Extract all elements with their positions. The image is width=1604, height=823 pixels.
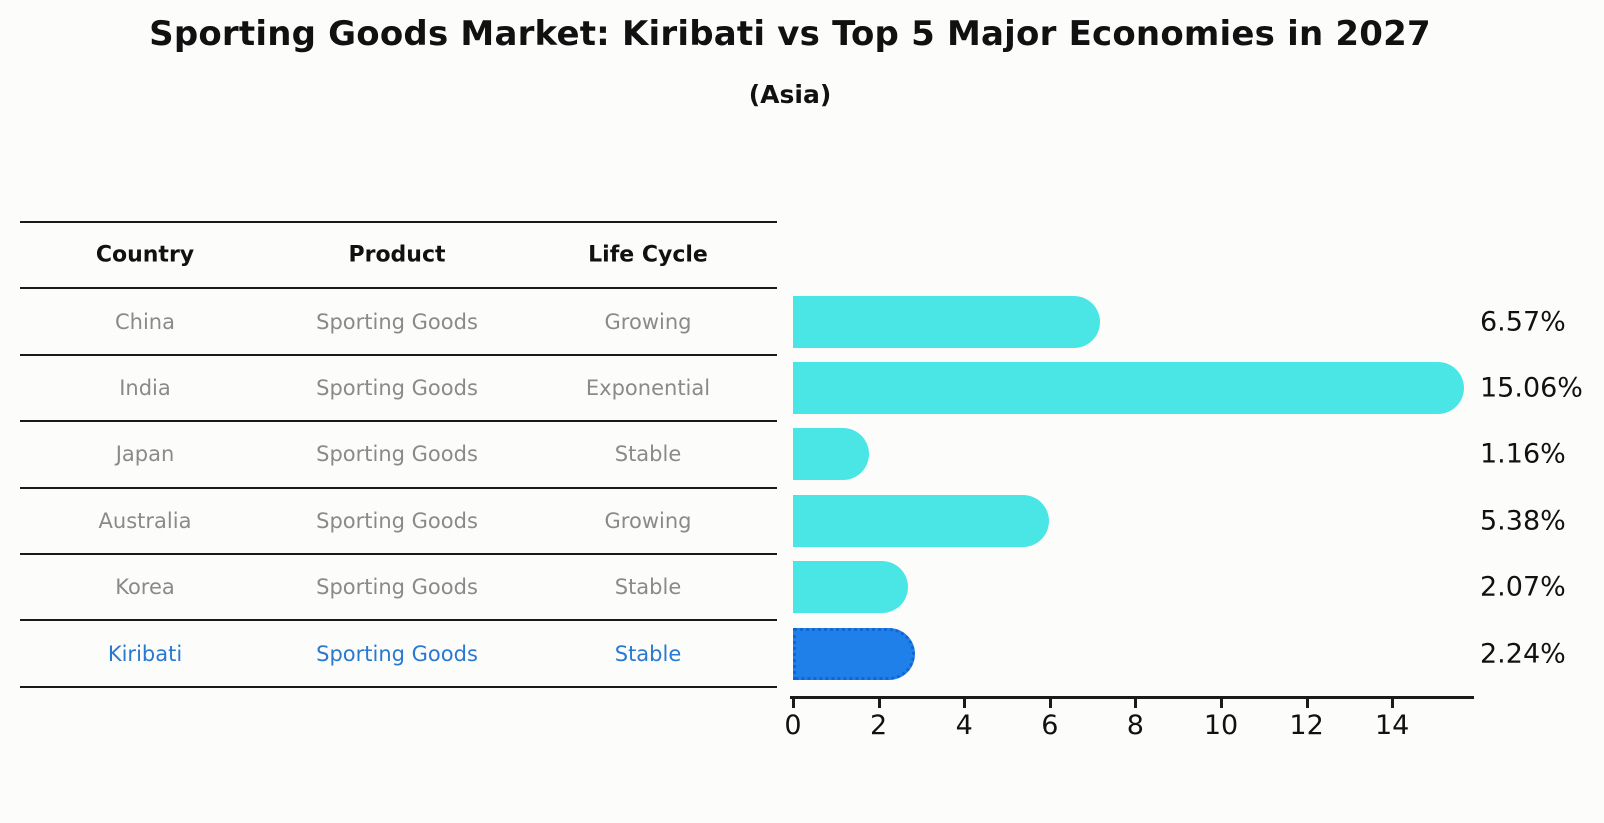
- bar-value-label: 2.24%: [1480, 638, 1566, 670]
- bar-value-label: 5.38%: [1480, 505, 1566, 537]
- table-cell-product: Sporting Goods: [316, 508, 478, 533]
- table-cell-life-cycle: Exponential: [585, 376, 711, 400]
- table-cell-country: Korea: [115, 575, 175, 600]
- table-cell-product: Sporting Goods: [316, 376, 478, 400]
- table-divider-line: [20, 486, 777, 489]
- x-axis-tick-label: 8: [1126, 710, 1144, 741]
- table-cell-country: China: [115, 309, 175, 334]
- x-axis-tick: [1048, 699, 1052, 708]
- table-cell-life-cycle: Growing: [604, 309, 692, 334]
- x-axis-tick: [1220, 699, 1223, 708]
- table-cell-life-cycle: Growing: [604, 508, 692, 533]
- table-cell-country: Japan: [115, 442, 175, 467]
- table-cell-life-cycle: Stable: [614, 641, 682, 666]
- x-axis-tick: [792, 699, 795, 708]
- x-axis-tick: [963, 699, 967, 708]
- table-header-product: Product: [348, 242, 446, 268]
- bar-kiribati-highlighted: [793, 627, 915, 680]
- table-cell-product: Sporting Goods: [316, 442, 478, 467]
- x-axis-tick-label: 12: [1289, 710, 1324, 741]
- bar-india: [793, 362, 1464, 414]
- bar-china: [793, 295, 1101, 348]
- table-divider-line: [20, 685, 777, 688]
- x-axis-tick-label: 0: [784, 710, 802, 741]
- bar-value-label: 1.16%: [1480, 438, 1566, 470]
- x-axis-tick: [877, 699, 881, 708]
- table-divider-line: [20, 420, 777, 423]
- bar-australia: [793, 494, 1050, 547]
- table-cell-product: Sporting Goods: [316, 309, 478, 334]
- x-axis-tick-label: 4: [955, 710, 973, 741]
- x-axis-tick-label: 14: [1375, 710, 1410, 741]
- bar-value-label: 15.06%: [1480, 372, 1583, 404]
- table-header-country: Country: [95, 242, 195, 268]
- chart-title: Sporting Goods Market: Kiribati vs Top 5…: [149, 14, 1431, 54]
- x-axis-tick: [1134, 699, 1138, 708]
- chart-subtitle: (Asia): [748, 80, 832, 109]
- table-cell-product: Sporting Goods: [316, 575, 478, 600]
- table-divider-line: [20, 619, 777, 622]
- table-cell-country: India: [119, 376, 171, 400]
- table-cell-product: Sporting Goods: [316, 641, 478, 666]
- x-axis-tick: [1391, 699, 1395, 708]
- table-cell-country: Kiribati: [107, 641, 183, 666]
- x-axis-tick-label: 6: [1041, 710, 1059, 741]
- table-divider-line: [20, 553, 777, 555]
- table-divider-line: [20, 353, 777, 356]
- x-axis-tick-label: 10: [1203, 710, 1239, 741]
- bar-japan: [793, 428, 869, 481]
- table-header-life-cycle: Life Cycle: [588, 242, 708, 268]
- table-cell-life-cycle: Stable: [614, 575, 682, 600]
- bar-value-label: 2.07%: [1480, 571, 1566, 603]
- x-axis-tick-label: 2: [870, 710, 888, 741]
- table-divider-line: [20, 221, 777, 223]
- table-cell-life-cycle: Stable: [614, 442, 682, 467]
- bar-korea: [793, 561, 908, 614]
- bar-value-label: 6.57%: [1480, 306, 1566, 338]
- x-axis-line: [790, 696, 1474, 699]
- x-axis-tick: [1305, 699, 1309, 708]
- table-divider-line: [20, 287, 777, 290]
- table-cell-country: Australia: [98, 508, 192, 533]
